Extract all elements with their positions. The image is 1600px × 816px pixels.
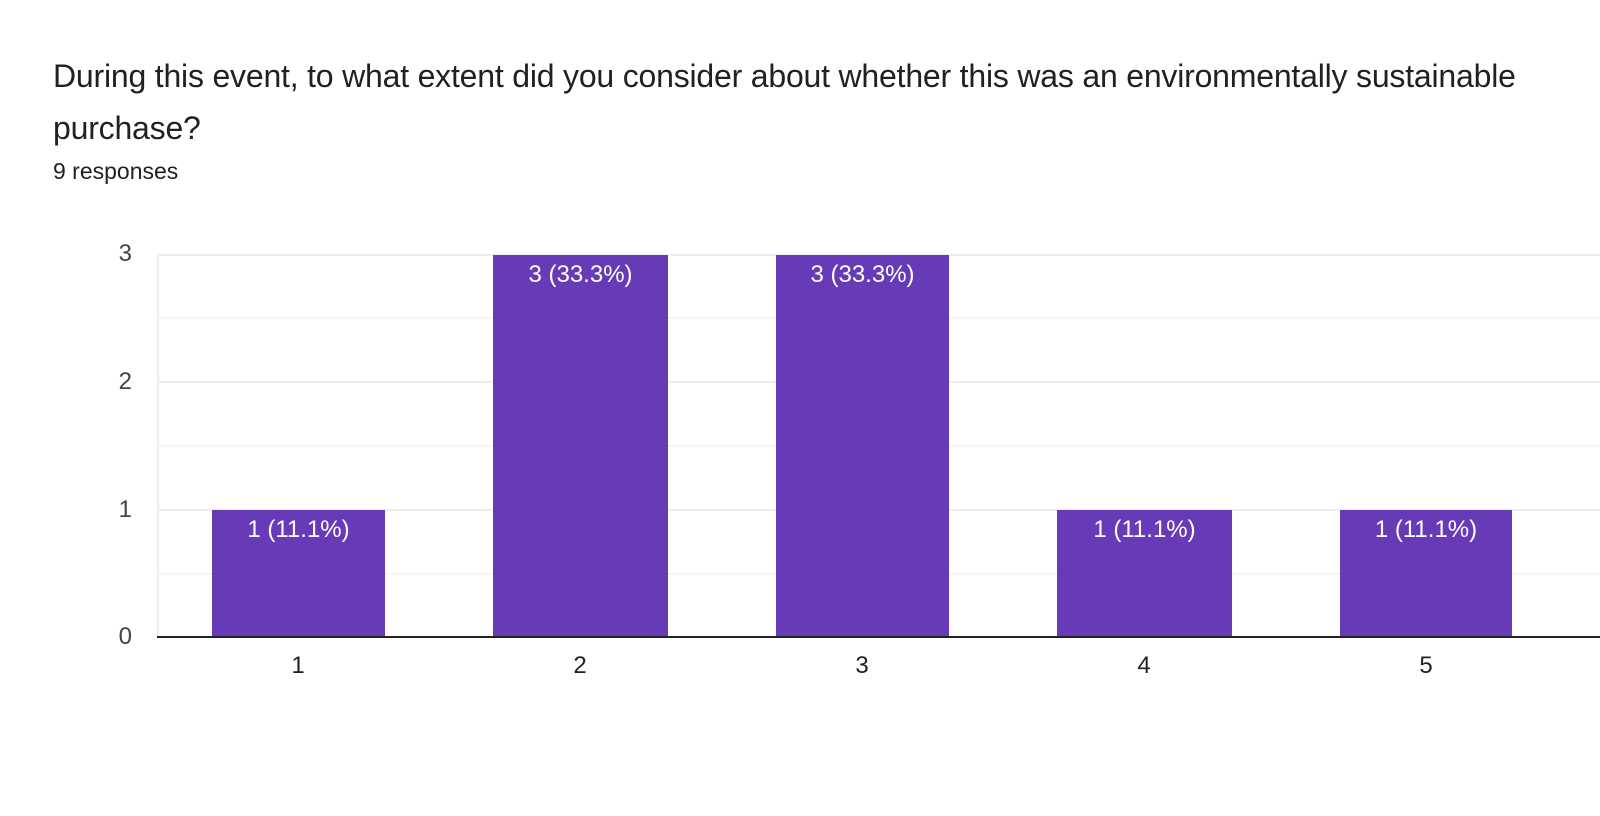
bar-5[interactable]: 1 (11.1%) — [1340, 510, 1512, 637]
y-tick-3: 3 — [118, 240, 132, 267]
x-tick-3: 3 — [855, 652, 869, 679]
question-title: During this event, to what extent did yo… — [53, 58, 1516, 146]
bar-label: 3 (33.3%) — [528, 261, 633, 288]
x-tick-1: 1 — [291, 652, 305, 679]
y-tick-1: 1 — [118, 496, 132, 523]
bar-label: 1 (11.1%) — [247, 516, 350, 543]
y-tick-0: 0 — [118, 623, 132, 650]
y-tick-2: 2 — [118, 368, 132, 395]
bar-label: 1 (11.1%) — [1093, 516, 1196, 543]
response-count: 9 responses — [53, 158, 179, 184]
bar-2[interactable]: 3 (33.3%) — [493, 255, 668, 637]
bar-4[interactable]: 1 (11.1%) — [1057, 510, 1232, 637]
x-tick-5: 5 — [1419, 652, 1433, 679]
bar-label: 1 (11.1%) — [1374, 516, 1478, 543]
x-tick-4: 4 — [1137, 652, 1151, 679]
bar-3[interactable]: 3 (33.3%) — [776, 255, 949, 637]
bar-label: 3 (33.3%) — [810, 261, 915, 288]
x-axis-baseline — [157, 636, 1600, 638]
bar-1[interactable]: 1 (11.1%) — [212, 510, 385, 637]
x-tick-2: 2 — [573, 652, 587, 679]
